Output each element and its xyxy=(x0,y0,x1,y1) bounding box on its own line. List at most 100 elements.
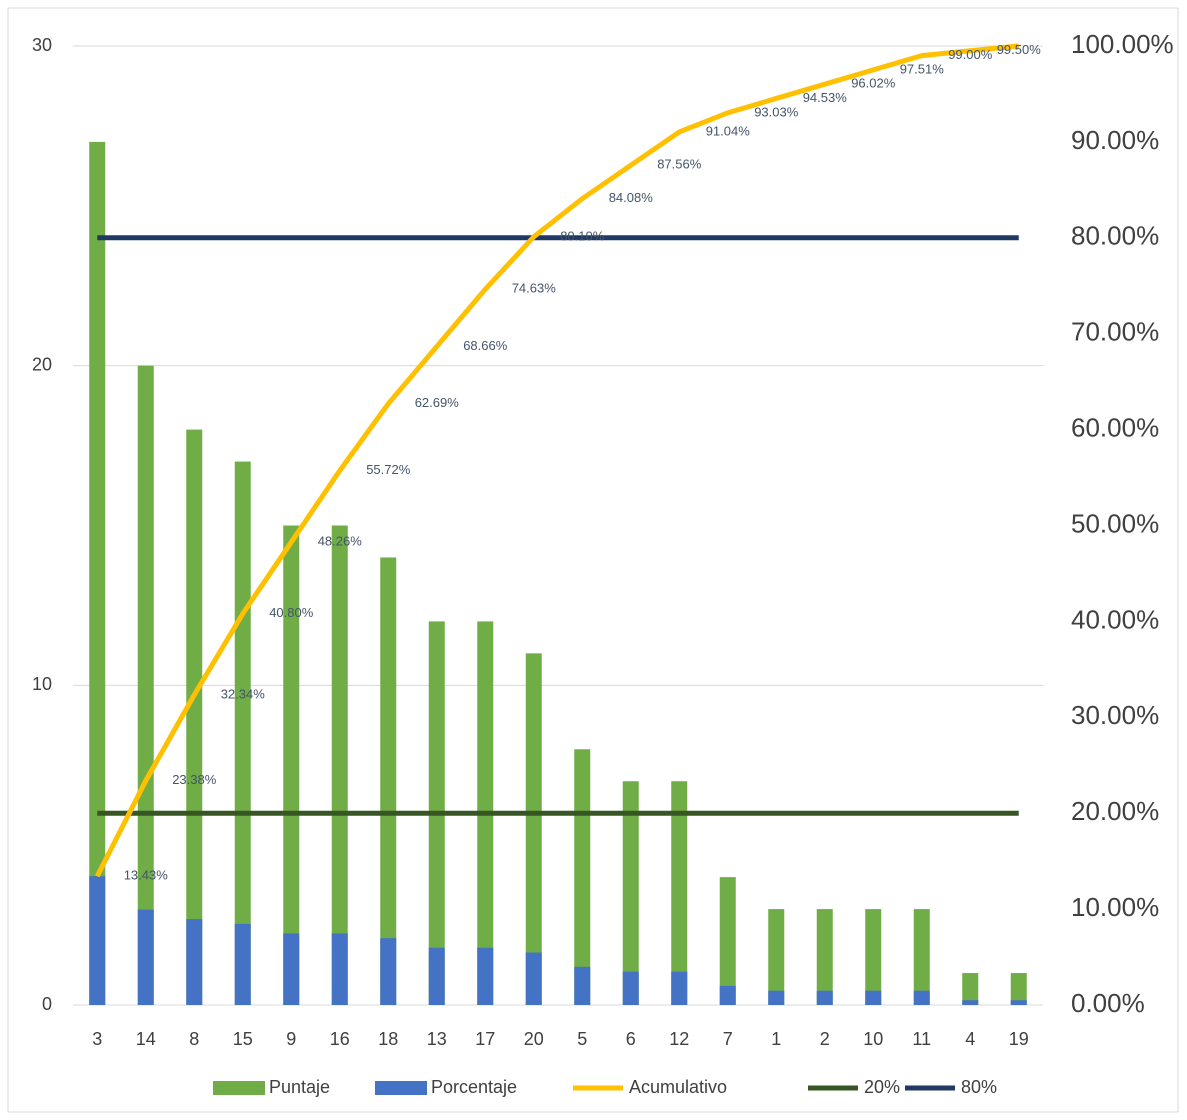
bar xyxy=(622,781,639,1005)
data-label: 32.34% xyxy=(221,686,266,701)
bar xyxy=(428,947,445,1005)
y2-tick-label: 30.00% xyxy=(1071,700,1159,730)
bar xyxy=(768,990,785,1005)
bar xyxy=(137,909,154,1005)
data-label: 48.26% xyxy=(318,534,363,549)
bar xyxy=(186,919,203,1005)
bar xyxy=(671,781,688,1005)
data-label: 97.51% xyxy=(900,61,945,76)
bar xyxy=(865,909,882,1005)
bar xyxy=(719,877,736,1005)
data-label: 13.43% xyxy=(124,868,169,883)
bar xyxy=(1010,1000,1027,1005)
x-tick-label: 1 xyxy=(771,1029,781,1049)
x-tick-label: 12 xyxy=(669,1029,689,1049)
y2-tick-label: 80.00% xyxy=(1071,221,1159,251)
x-tick-label: 18 xyxy=(378,1029,398,1049)
bar xyxy=(137,365,154,1006)
bar xyxy=(283,933,300,1005)
legend-label: Puntaje xyxy=(269,1077,330,1097)
bar xyxy=(234,461,251,1006)
legend-swatch xyxy=(375,1081,427,1095)
bar xyxy=(671,971,688,1005)
x-tick-label: 5 xyxy=(577,1029,587,1049)
y2-tick-label: 10.00% xyxy=(1071,892,1159,922)
y2-tick-label: 50.00% xyxy=(1071,508,1159,538)
bar xyxy=(719,985,736,1005)
legend-label: 80% xyxy=(961,1077,997,1097)
bar xyxy=(331,525,348,1005)
bar xyxy=(234,923,251,1005)
y-tick-label: 30 xyxy=(32,35,52,55)
x-tick-label: 20 xyxy=(524,1029,544,1049)
legend-label: 20% xyxy=(864,1077,900,1097)
bar xyxy=(331,933,348,1005)
bar xyxy=(962,973,979,1005)
y-tick-label: 10 xyxy=(32,674,52,694)
y2-tick-label: 70.00% xyxy=(1071,317,1159,347)
bar xyxy=(913,909,930,1005)
y2-tick-label: 20.00% xyxy=(1071,796,1159,826)
data-label: 99.00% xyxy=(948,47,993,62)
bar xyxy=(913,990,930,1005)
legend-swatch xyxy=(213,1081,265,1095)
bar xyxy=(525,952,542,1005)
y-tick-label: 20 xyxy=(32,354,52,374)
bar xyxy=(865,990,882,1005)
data-label: 68.66% xyxy=(463,338,508,353)
legend-label: Acumulativo xyxy=(629,1077,727,1097)
bar xyxy=(89,141,106,1005)
bar xyxy=(574,749,591,1005)
data-label: 74.63% xyxy=(512,281,557,296)
bar xyxy=(283,525,300,1005)
bar xyxy=(380,938,397,1005)
y2-tick-label: 100.00% xyxy=(1071,29,1174,59)
legend-label: Porcentaje xyxy=(431,1077,517,1097)
x-tick-label: 7 xyxy=(723,1029,733,1049)
data-label: 23.38% xyxy=(172,772,217,787)
data-label: 94.53% xyxy=(803,90,848,105)
bar xyxy=(962,1000,979,1005)
data-label: 80.10% xyxy=(560,228,605,243)
bar xyxy=(380,557,397,1005)
bar xyxy=(525,653,542,1005)
data-label: 93.03% xyxy=(754,104,799,119)
data-label: 55.72% xyxy=(366,462,411,477)
y2-tick-label: 40.00% xyxy=(1071,604,1159,634)
x-tick-label: 4 xyxy=(965,1029,975,1049)
x-tick-label: 16 xyxy=(330,1029,350,1049)
data-label: 91.04% xyxy=(706,123,751,138)
bar xyxy=(574,966,591,1005)
y2-tick-label: 0.00% xyxy=(1071,988,1145,1018)
bar xyxy=(186,429,203,1006)
y-tick-label: 0 xyxy=(42,994,52,1014)
data-label: 40.80% xyxy=(269,605,314,620)
data-label: 87.56% xyxy=(657,157,702,172)
x-tick-label: 10 xyxy=(863,1029,883,1049)
x-tick-label: 2 xyxy=(820,1029,830,1049)
y2-tick-label: 60.00% xyxy=(1071,412,1159,442)
data-label: 96.02% xyxy=(851,76,896,91)
x-tick-label: 8 xyxy=(189,1029,199,1049)
bar xyxy=(477,947,494,1005)
x-tick-label: 6 xyxy=(626,1029,636,1049)
x-tick-label: 3 xyxy=(92,1029,102,1049)
data-label: 62.69% xyxy=(415,395,460,410)
x-tick-label: 13 xyxy=(427,1029,447,1049)
bar xyxy=(622,971,639,1005)
y2-tick-label: 90.00% xyxy=(1071,125,1159,155)
x-tick-label: 14 xyxy=(136,1029,156,1049)
x-tick-label: 19 xyxy=(1009,1029,1029,1049)
chart-border xyxy=(7,7,1179,1113)
x-tick-label: 11 xyxy=(912,1029,931,1049)
data-label: 84.08% xyxy=(609,190,654,205)
line xyxy=(95,43,1019,878)
x-tick-label: 9 xyxy=(286,1029,296,1049)
bar xyxy=(1010,973,1027,1005)
x-tick-label: 17 xyxy=(475,1029,495,1049)
bar xyxy=(816,990,833,1005)
bar xyxy=(768,909,785,1005)
bar xyxy=(89,876,106,1005)
x-tick-label: 15 xyxy=(233,1029,253,1049)
